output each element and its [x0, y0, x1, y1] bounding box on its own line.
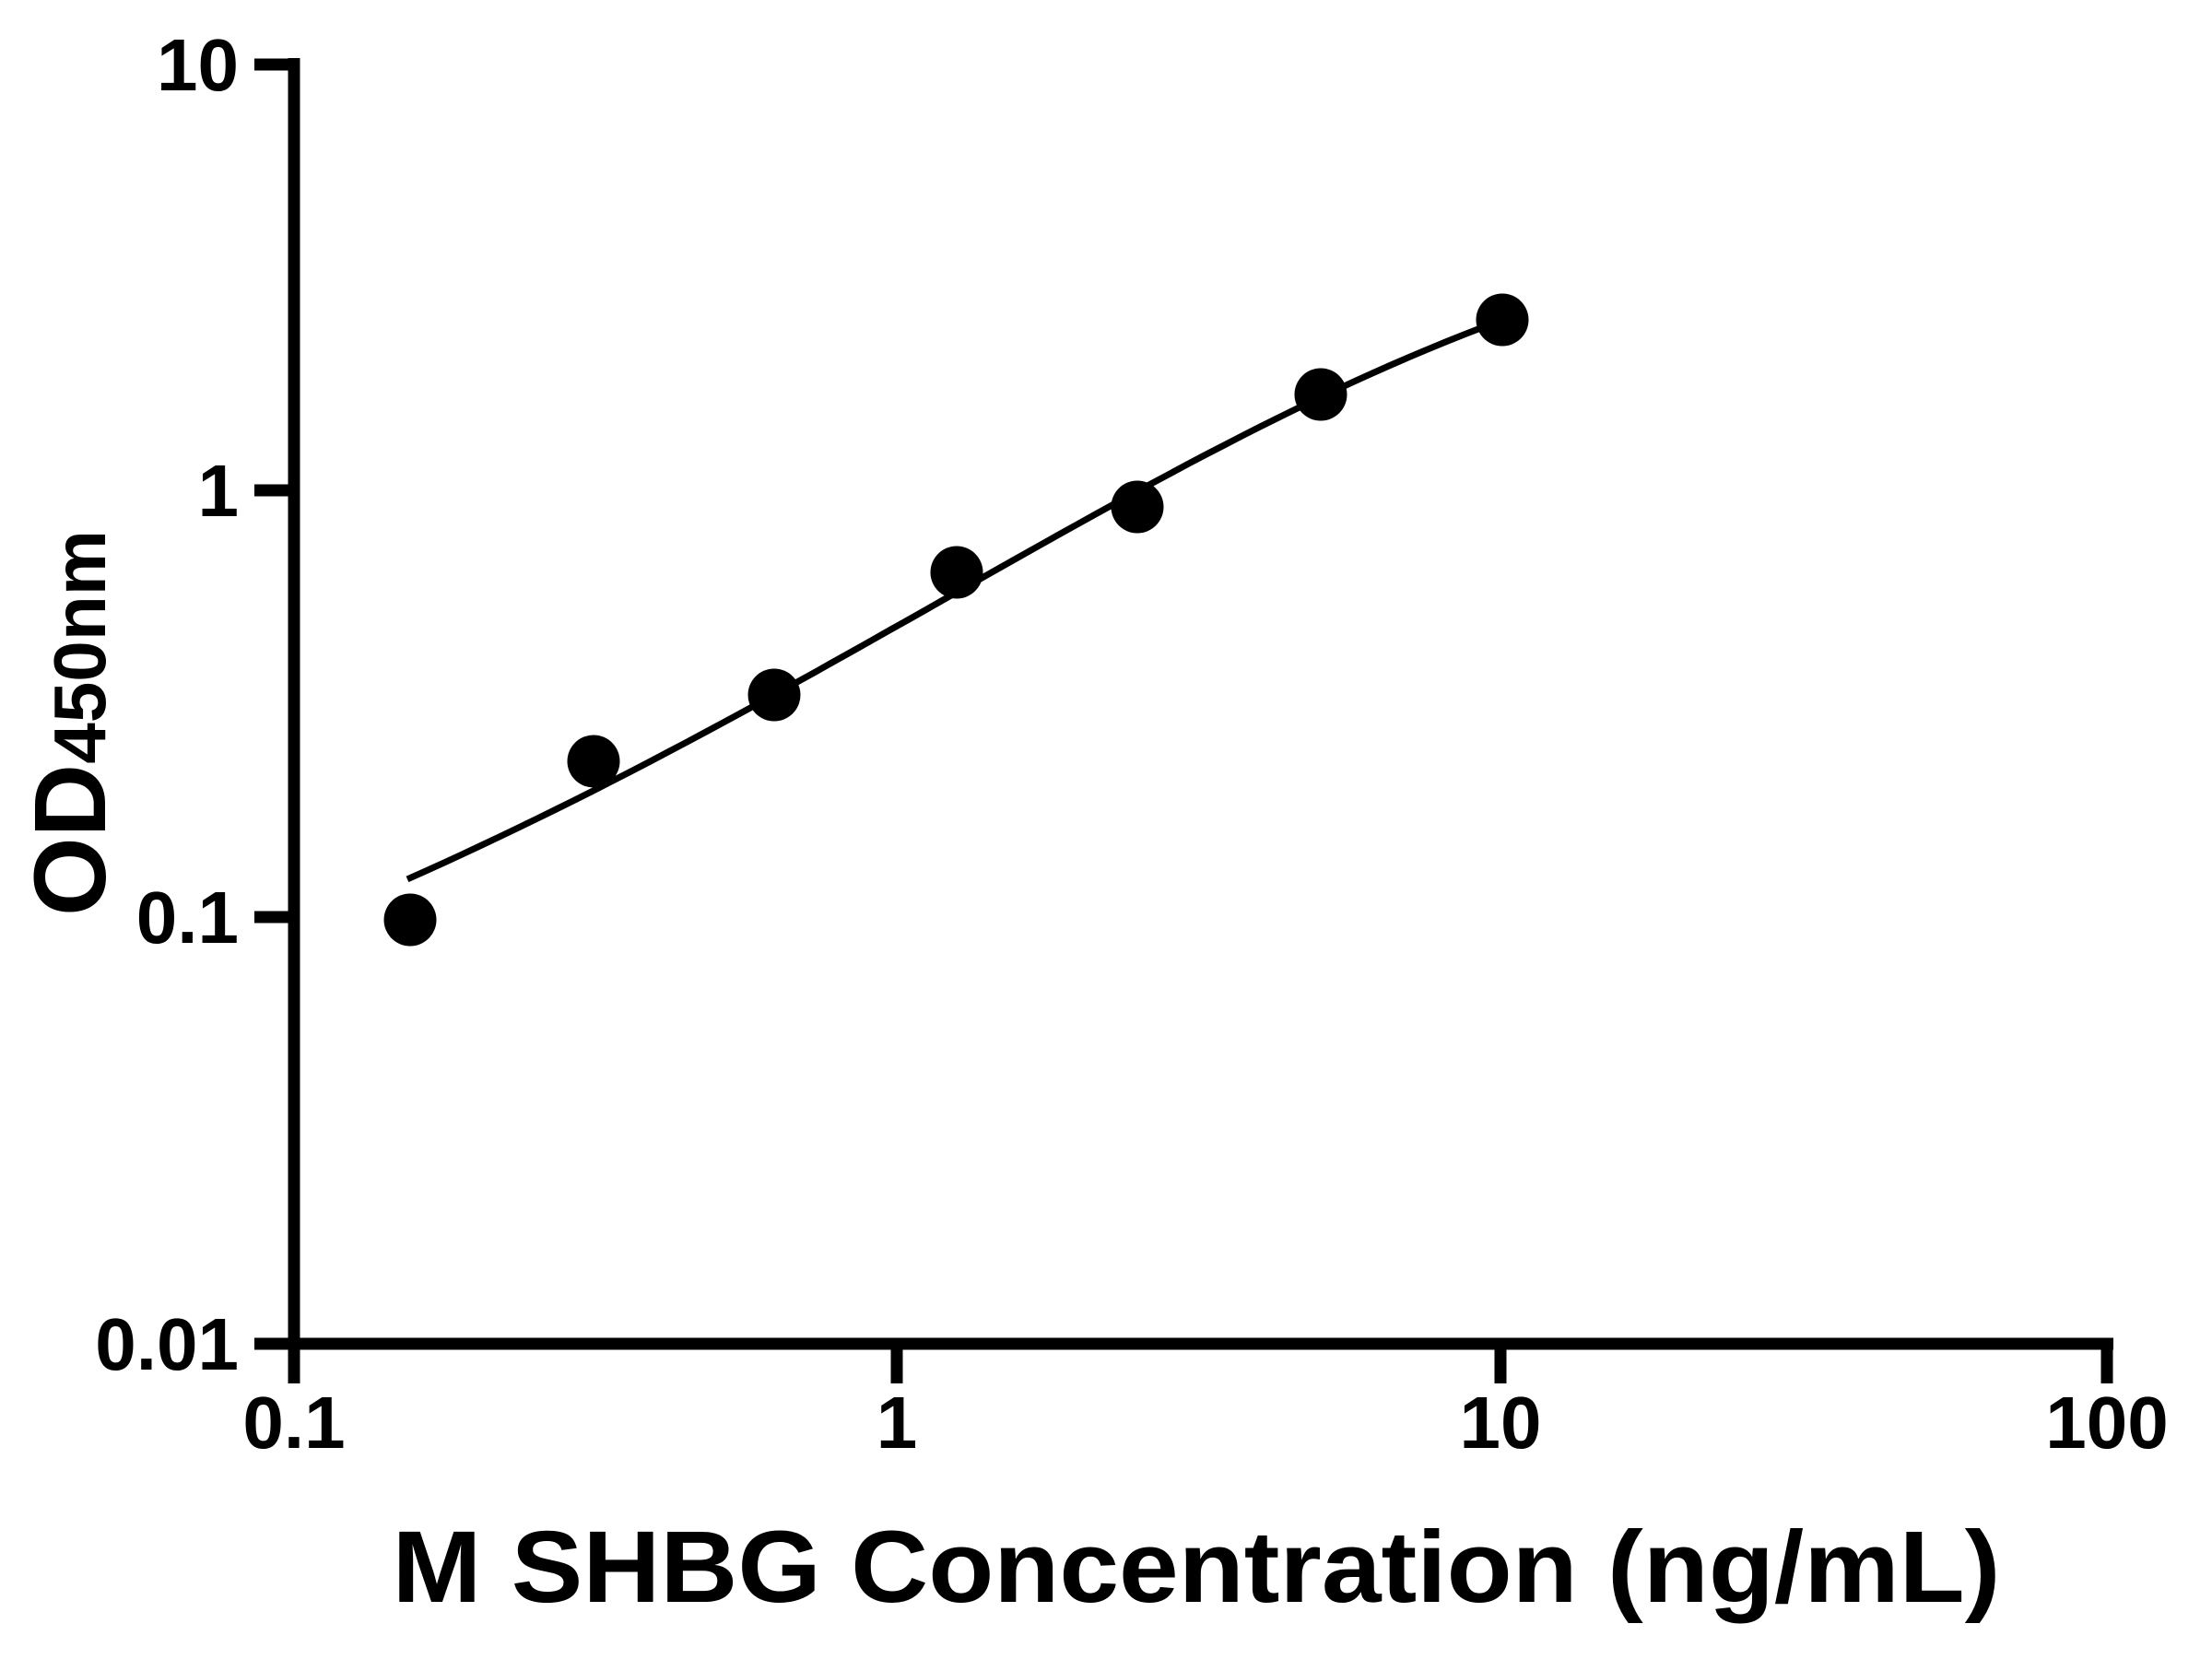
svg-text:1: 1	[877, 1382, 918, 1464]
svg-text:10: 10	[157, 24, 239, 106]
svg-text:10: 10	[1460, 1382, 1542, 1464]
svg-text:0.1: 0.1	[242, 1382, 345, 1464]
svg-text:0.1: 0.1	[136, 877, 239, 959]
svg-text:M SHBG Concentration (ng/mL): M SHBG Concentration (ng/mL)	[393, 1511, 2001, 1624]
svg-text:1: 1	[198, 450, 240, 532]
svg-text:100: 100	[2045, 1382, 2168, 1464]
svg-text:0.01: 0.01	[95, 1303, 239, 1385]
